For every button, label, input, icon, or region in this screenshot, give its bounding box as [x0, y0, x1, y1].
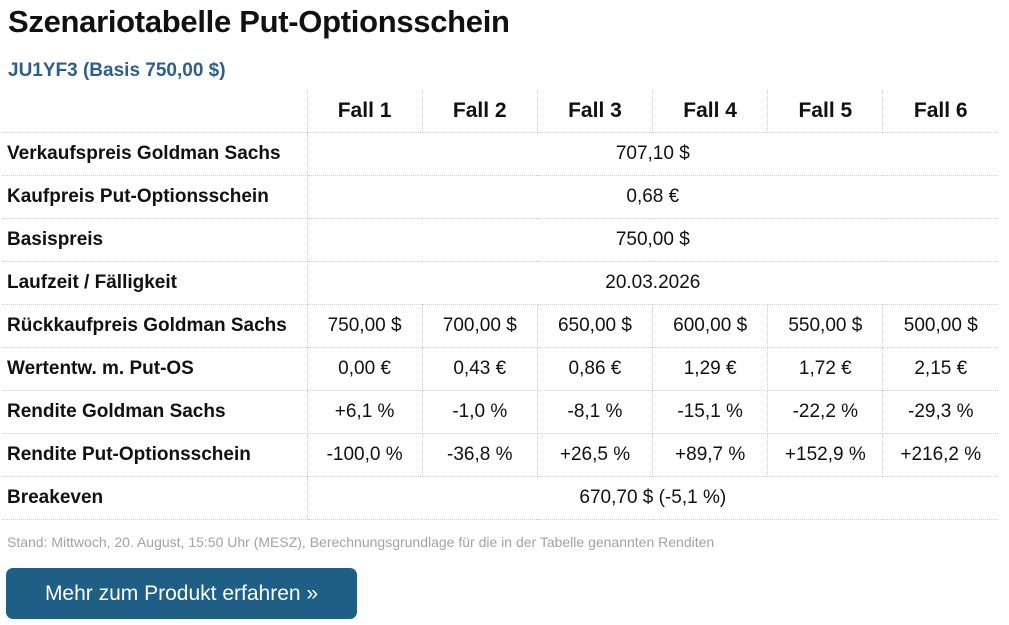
value-cell: 1,72 € — [768, 348, 883, 391]
scenario-table: Fall 1 Fall 2 Fall 3 Fall 4 Fall 5 Fall … — [3, 90, 998, 520]
merged-value-cell: 0,68 € — [307, 176, 998, 219]
value-cell: -100,0 % — [307, 434, 422, 477]
table-row: Laufzeit / Fälligkeit 20.03.2026 — [3, 262, 998, 305]
table-row: Rendite Goldman Sachs +6,1 % -1,0 % -8,1… — [3, 391, 998, 434]
row-label: Kaufpreis Put-Optionsschein — [3, 176, 307, 219]
table-row: Rückkaufpreis Goldman Sachs 750,00 $ 700… — [3, 305, 998, 348]
value-cell: +152,9 % — [768, 434, 883, 477]
page-title: Szenariotabelle Put-Optionsschein — [8, 4, 510, 40]
row-label: Basispreis — [3, 219, 307, 262]
table-row: Breakeven 670,70 $ (-5,1 %) — [3, 477, 998, 520]
value-cell: -22,2 % — [768, 391, 883, 434]
table-row: Kaufpreis Put-Optionsschein 0,68 € — [3, 176, 998, 219]
value-cell: +216,2 % — [883, 434, 998, 477]
value-cell: 0,86 € — [537, 348, 652, 391]
value-cell: 750,00 $ — [307, 305, 422, 348]
row-label: Breakeven — [3, 477, 307, 520]
table-row: Rendite Put-Optionsschein -100,0 % -36,8… — [3, 434, 998, 477]
value-cell: +89,7 % — [653, 434, 768, 477]
value-cell: 0,43 € — [422, 348, 537, 391]
value-cell: 700,00 $ — [422, 305, 537, 348]
merged-value-cell: 707,10 $ — [307, 133, 998, 176]
value-cell: +26,5 % — [537, 434, 652, 477]
header-fall-2: Fall 2 — [422, 90, 537, 133]
header-fall-5: Fall 5 — [768, 90, 883, 133]
merged-value-cell: 750,00 $ — [307, 219, 998, 262]
table-row: Verkaufspreis Goldman Sachs 707,10 $ — [3, 133, 998, 176]
value-cell: 0,00 € — [307, 348, 422, 391]
value-cell: 550,00 $ — [768, 305, 883, 348]
footnote: Stand: Mittwoch, 20. August, 15:50 Uhr (… — [7, 534, 714, 550]
value-cell: 2,15 € — [883, 348, 998, 391]
value-cell: 500,00 $ — [883, 305, 998, 348]
merged-value-cell: 670,70 $ (-5,1 %) — [307, 477, 998, 520]
row-label: Laufzeit / Fälligkeit — [3, 262, 307, 305]
value-cell: -29,3 % — [883, 391, 998, 434]
row-label: Rückkaufpreis Goldman Sachs — [3, 305, 307, 348]
table-row: Wertentw. m. Put-OS 0,00 € 0,43 € 0,86 €… — [3, 348, 998, 391]
header-fall-1: Fall 1 — [307, 90, 422, 133]
value-cell: -8,1 % — [537, 391, 652, 434]
row-label: Rendite Put-Optionsschein — [3, 434, 307, 477]
value-cell: 600,00 $ — [653, 305, 768, 348]
value-cell: 1,29 € — [653, 348, 768, 391]
table-row: Basispreis 750,00 $ — [3, 219, 998, 262]
value-cell: -1,0 % — [422, 391, 537, 434]
header-row: Fall 1 Fall 2 Fall 3 Fall 4 Fall 5 Fall … — [3, 90, 998, 133]
row-label: Verkaufspreis Goldman Sachs — [3, 133, 307, 176]
header-blank-cell — [3, 90, 307, 133]
value-cell: +6,1 % — [307, 391, 422, 434]
header-fall-4: Fall 4 — [653, 90, 768, 133]
header-fall-3: Fall 3 — [537, 90, 652, 133]
value-cell: -15,1 % — [653, 391, 768, 434]
row-label: Rendite Goldman Sachs — [3, 391, 307, 434]
row-label: Wertentw. m. Put-OS — [3, 348, 307, 391]
header-fall-6: Fall 6 — [883, 90, 998, 133]
value-cell: 650,00 $ — [537, 305, 652, 348]
product-info-button[interactable]: Mehr zum Produkt erfahren » — [6, 568, 357, 619]
value-cell: -36,8 % — [422, 434, 537, 477]
merged-value-cell: 20.03.2026 — [307, 262, 998, 305]
product-subtitle: JU1YF3 (Basis 750,00 $) — [8, 60, 226, 82]
